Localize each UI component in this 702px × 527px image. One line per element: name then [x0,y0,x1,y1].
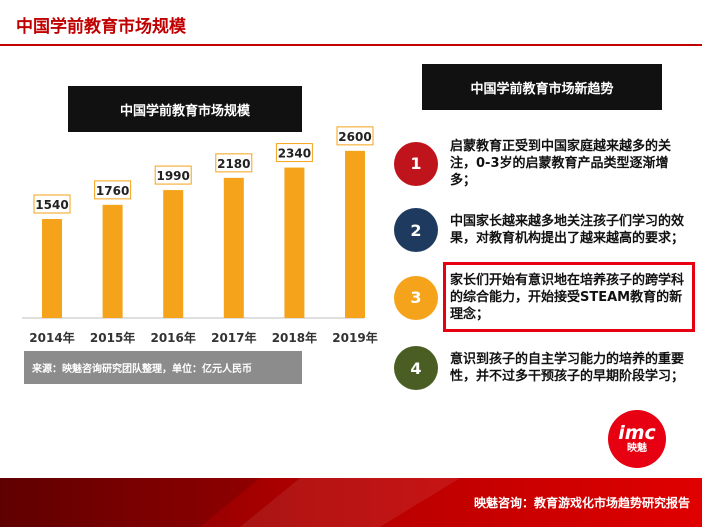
data-label-box [33,194,71,214]
trend-highlight-frame [443,262,695,332]
bar-3 [163,190,184,318]
trend-number-badge: 1 [394,141,438,186]
trend-text: 家长们开始有意识地在培养孩子的跨学科的综合能力，开始接受STEAM教育的新理念； [450,273,685,322]
trend-number-badge: 3 [394,275,438,320]
trend-text: 意识到孩子的自主学习能力的培养的重要性，并不过多干预孩子的早期阶段学习； [450,352,685,384]
trend-text: 中国家长越来越多地关注孩子们学习的效果，对教育机构提出了越来越高的要求； [450,214,685,246]
footer-bar: 映魅咨询：教育游戏化市场趋势研究报告 [0,478,702,527]
bar-6 [345,150,365,318]
page-title: 中国学前教育市场规模 [16,17,186,37]
data-label-box [94,180,132,200]
data-label: 1760 [96,184,129,198]
trend-item-1: 1 启蒙教育正受到中国家庭越来越多的关注，0-3岁的启蒙教育产品类型逐渐增多； [394,138,696,189]
data-label-box [215,153,253,173]
logo-sub-text: 映魅 [627,443,647,454]
data-label-box [336,126,374,146]
bar-4 [223,177,244,318]
x-tick-label: 2016年 [150,330,195,345]
title-divider [0,44,702,46]
trends-title: 中国学前教育市场新趋势 [422,64,662,110]
data-label: 1990 [156,169,189,183]
trend-number-badge: 4 [394,346,438,390]
data-label-box [154,165,192,185]
footer-decoration [0,478,460,527]
logo-main-text: imc [618,422,656,444]
trend-item-2: 2 中国家长越来越多地关注孩子们学习的效果，对教育机构提出了越来越高的要求； [394,208,696,252]
x-tick-label: 2017年 [211,330,256,345]
chart-source-note: 来源：映魅咨询研究团队整理，单位：亿元人民币 [24,351,302,384]
x-tick-label: 2018年 [272,330,317,345]
bar-5 [284,167,305,318]
chart-title: 中国学前教育市场规模 [68,86,302,132]
footer-text: 映魅咨询：教育游戏化市场趋势研究报告 [473,496,690,510]
data-label-box [275,143,313,163]
x-tick-label: 2019年 [332,330,377,345]
x-tick-label: 2015年 [90,330,135,345]
data-label: 2600 [338,130,371,144]
data-label: 1540 [35,198,68,212]
x-tick-label: 2014年 [29,330,74,345]
data-label: 2340 [278,147,311,161]
bar-1 [42,219,62,318]
trend-number-badge: 2 [394,208,438,252]
bar-2 [102,204,123,318]
trend-item-4: 4 意识到孩子的自主学习能力的培养的重要性，并不过多干预孩子的早期阶段学习； [394,346,696,390]
imc-logo: imc 映魅 [608,410,666,468]
trend-text: 启蒙教育正受到中国家庭越来越多的关注，0-3岁的启蒙教育产品类型逐渐增多； [450,139,672,188]
trend-item-3: 3 家长们开始有意识地在培养孩子的跨学科的综合能力，开始接受STEAM教育的新理… [394,272,696,323]
data-label: 2180 [217,157,250,171]
